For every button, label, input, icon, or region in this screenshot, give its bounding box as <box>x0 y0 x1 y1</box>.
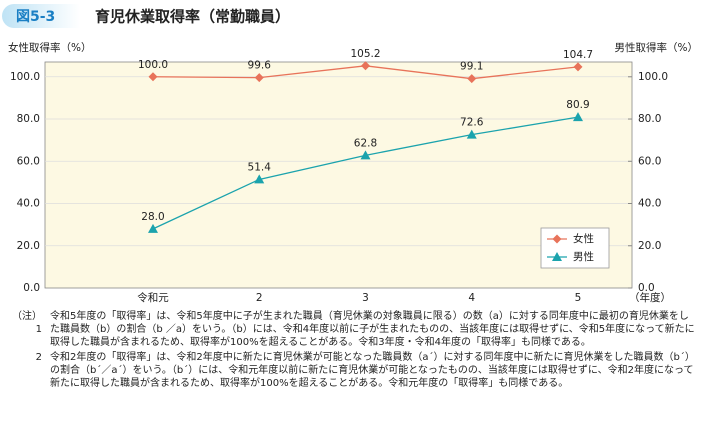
note: （注）1 令和5年度の「取得率」は、令和5年度中に子が生まれた職員（育児休業の対象… <box>6 310 696 349</box>
x-tick-label: 5 <box>575 292 582 304</box>
badge: 図5-3 <box>16 9 55 25</box>
data-label: 80.9 <box>566 99 589 111</box>
y2-tick-label: 60.0 <box>638 155 661 167</box>
note-marker: （注）1 <box>12 311 42 335</box>
data-point <box>148 223 158 233</box>
y2-tick-label: 80.0 <box>638 113 661 125</box>
legend-marker <box>552 252 562 261</box>
data-label: 105.2 <box>350 48 380 60</box>
data-label: 99.1 <box>460 61 483 73</box>
note-text: 令和2年度の「取得率」は、令和2年度中に新たに育児休業が可能となった職員数（a´… <box>50 352 695 389</box>
note-text: 令和5年度の「取得率」は、令和5年度中に子が生まれた職員（育児休業の対象職員に限… <box>50 311 695 348</box>
chart-title: 育児休業取得率（常勤職員） <box>95 8 290 26</box>
legend-label: 女性 <box>573 232 594 245</box>
x-tick-label: 令和元 <box>137 291 169 304</box>
badge-shape <box>2 4 80 28</box>
y2-tick-label: 40.0 <box>638 198 661 210</box>
data-point <box>573 112 583 122</box>
note-marker: 2 <box>35 352 42 363</box>
x-tick-label: 4 <box>468 292 475 304</box>
y-tick-label: 40.0 <box>17 198 40 210</box>
data-label: 104.7 <box>563 49 593 61</box>
data-label: 51.4 <box>248 161 272 173</box>
chart: 図5-3 育児休業取得率（常勤職員） 女性取得率（%） 男性取得率（%） 0.0… <box>2 4 698 304</box>
note: 2 令和2年度の「取得率」は、令和2年度中に新たに育児休業が可能となった職員数（a… <box>6 351 696 390</box>
data-point <box>360 150 371 160</box>
data-point <box>467 74 477 84</box>
legend-marker <box>552 234 562 244</box>
plot-area <box>44 61 633 289</box>
y2-axis-title: 男性取得率（%） <box>615 41 698 54</box>
y2-tick-label: 100.0 <box>638 71 668 83</box>
data-point <box>148 72 158 82</box>
data-label: 62.8 <box>354 137 377 149</box>
data-label: 72.6 <box>460 117 484 129</box>
y-tick-label: 80.0 <box>17 113 40 125</box>
data-point <box>573 62 583 72</box>
data-point <box>254 73 264 83</box>
data-point <box>466 129 477 139</box>
y2-tick-label: 20.0 <box>638 240 661 252</box>
data-label: 99.6 <box>248 60 272 72</box>
x-tick-label: 2 <box>256 292 263 304</box>
data-point <box>361 61 370 71</box>
legend-box <box>540 227 610 269</box>
data-point <box>254 174 265 184</box>
y-axis-title: 女性取得率（%） <box>8 41 91 54</box>
notes: （注）1 令和5年度の「取得率」は、令和5年度中に子が生まれた職員（育児休業の対象… <box>6 310 696 392</box>
data-label: 100.0 <box>138 59 168 71</box>
y-tick-label: 60.0 <box>17 155 40 167</box>
x-tick-label: 3 <box>362 292 369 304</box>
y-tick-label: 100.0 <box>10 71 40 83</box>
x-unit: （年度） <box>629 291 671 304</box>
data-label: 28.0 <box>141 211 164 223</box>
y-tick-label: 0.0 <box>23 282 40 294</box>
y-tick-label: 20.0 <box>17 240 40 252</box>
y2-tick-label: 0.0 <box>638 282 655 294</box>
legend-label: 男性 <box>573 250 594 263</box>
